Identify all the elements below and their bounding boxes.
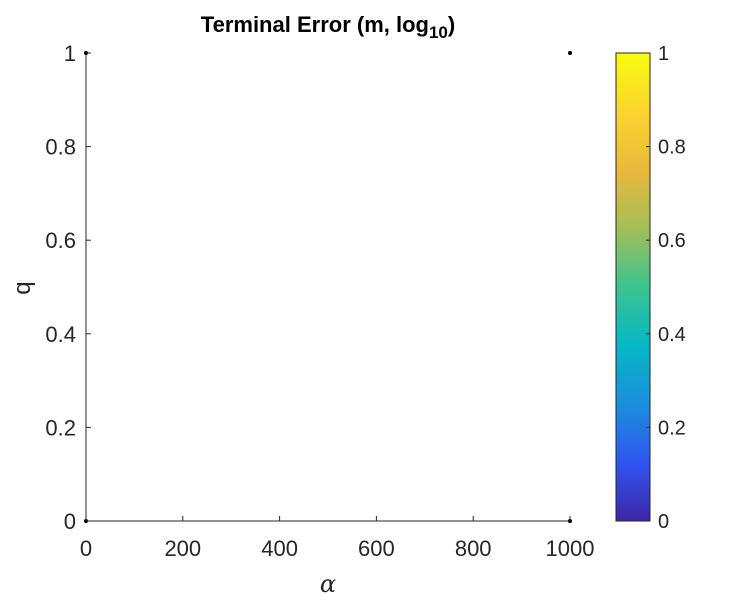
colorbar-tick-label: 0.4 (658, 324, 686, 346)
colorbar-tick-label: 0.8 (658, 137, 686, 159)
x-tick-label: 600 (358, 536, 395, 561)
data-points (84, 51, 572, 523)
x-axis-ticks: 0 200 400 600 800 1000 (80, 516, 595, 561)
colorbar-tick-label: 1 (658, 43, 669, 65)
x-tick-label: 200 (164, 536, 201, 561)
y-axis-ticks: 0 0.2 0.4 0.6 0.8 1 (45, 41, 91, 534)
colorbar-tick-label: 0.6 (658, 230, 686, 252)
y-tick-label: 1 (64, 41, 76, 66)
colorbar-tick-label: 0 (658, 511, 669, 533)
colorbar-tick-label: 0.2 (658, 417, 686, 439)
x-tick-label: 400 (261, 536, 298, 561)
x-axis-label: α (320, 570, 336, 598)
colorbar (615, 52, 651, 522)
plot-axes (85, 53, 570, 522)
y-tick-label: 0.4 (45, 322, 76, 347)
y-tick-label: 0 (64, 509, 76, 534)
y-tick-label: 0.6 (45, 228, 76, 253)
chart-title: Terminal Error (m, log10) (201, 12, 455, 42)
y-tick-label: 0.8 (45, 135, 76, 160)
x-tick-label: 800 (455, 536, 492, 561)
y-axis-label: q (9, 281, 36, 294)
x-tick-label: 1000 (546, 536, 595, 561)
x-tick-label: 0 (80, 536, 92, 561)
y-tick-label: 0.2 (45, 415, 76, 440)
data-point (568, 51, 572, 55)
colorbar-ticks: 0 0.2 0.4 0.6 0.8 1 (646, 43, 686, 533)
